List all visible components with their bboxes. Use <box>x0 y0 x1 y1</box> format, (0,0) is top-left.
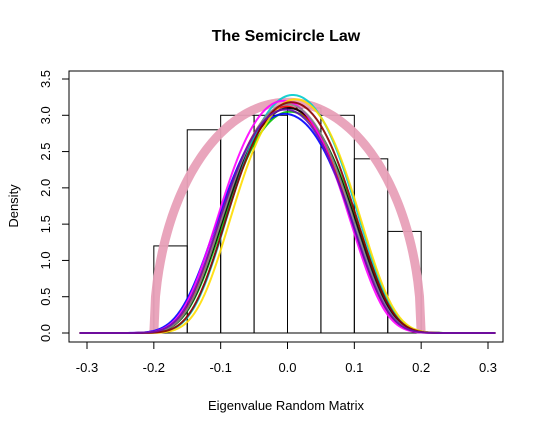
x-tick-label: 0.2 <box>412 360 430 375</box>
x-tick-label: -0.3 <box>76 360 98 375</box>
y-axis-label: Density <box>6 184 21 228</box>
y-tick-label: 2.0 <box>38 179 53 197</box>
x-tick-label: 0.1 <box>345 360 363 375</box>
x-axis: -0.3 -0.2 -0.1 0.0 0.1 0.2 0.3 <box>76 341 497 375</box>
y-tick-label: 3.5 <box>38 70 53 88</box>
density-curves <box>79 93 496 334</box>
x-axis-label: Eigenvalue Random Matrix <box>208 398 365 413</box>
y-tick-label: 1.5 <box>38 215 53 233</box>
y-tick-label: 1.0 <box>38 251 53 269</box>
y-tick-label: 0.0 <box>38 324 53 342</box>
x-tick-label: -0.1 <box>209 360 231 375</box>
density-curve <box>79 108 496 334</box>
y-tick-label: 0.5 <box>38 288 53 306</box>
histogram-bar <box>253 114 288 334</box>
y-tick-label: 3.0 <box>38 106 53 124</box>
x-tick-label: -0.2 <box>143 360 165 375</box>
y-axis: 0.0 0.5 1.0 1.5 2.0 2.5 3.0 3.5 <box>38 70 70 342</box>
chart-title: The Semicircle Law <box>212 28 361 45</box>
x-tick-label: 0.3 <box>479 360 497 375</box>
x-tick-label: 0.0 <box>278 360 296 375</box>
histogram-bar <box>287 107 322 334</box>
y-tick-label: 2.5 <box>38 143 53 161</box>
